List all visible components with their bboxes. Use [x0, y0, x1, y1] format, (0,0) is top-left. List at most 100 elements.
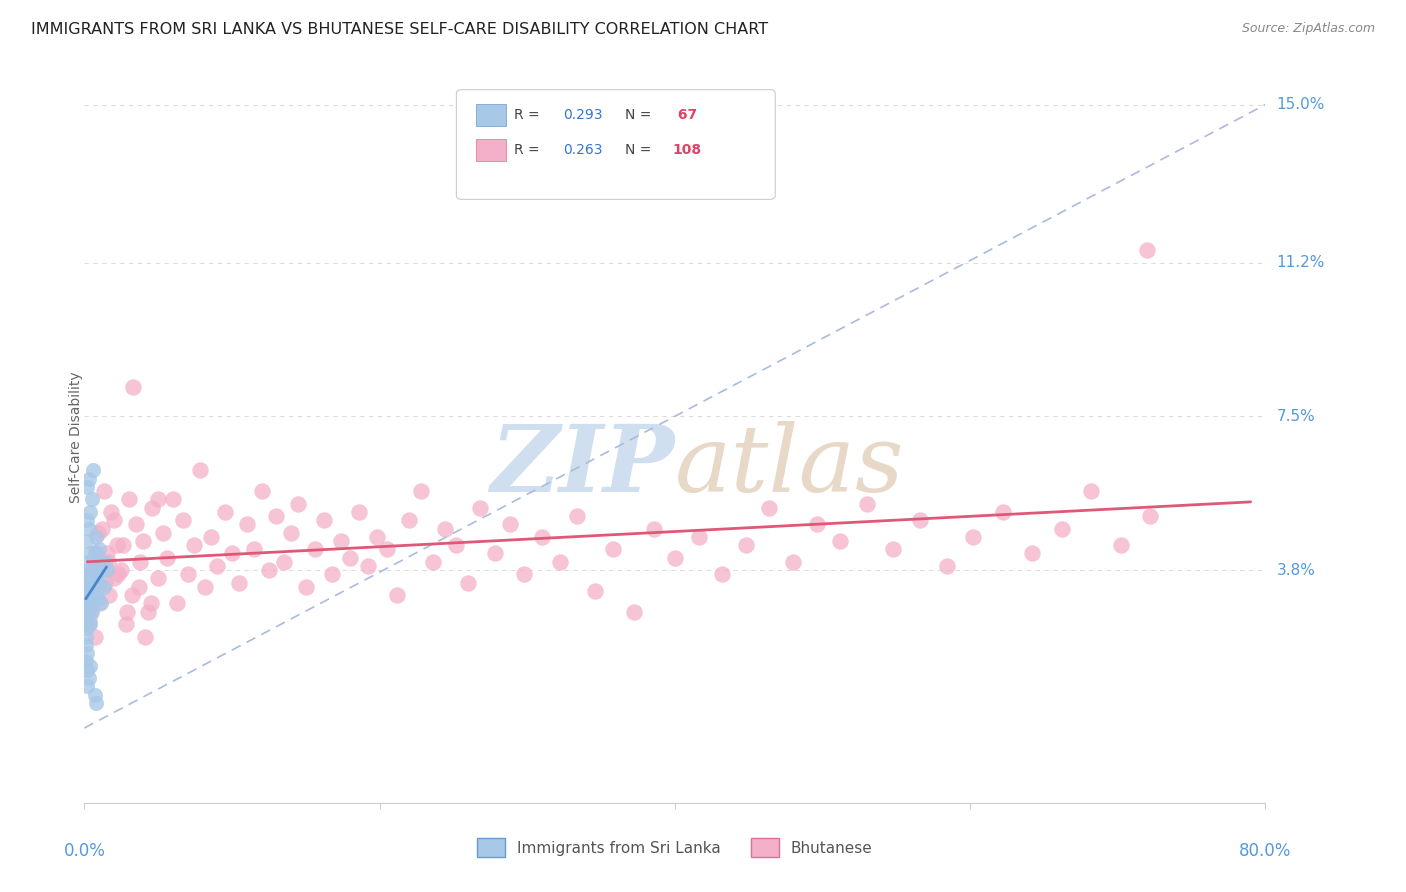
- Point: [90, 596, 112, 610]
- Point: [387, 588, 409, 602]
- Point: [79, 617, 101, 632]
- Point: [76, 580, 98, 594]
- Point: [304, 542, 326, 557]
- Point: [806, 517, 828, 532]
- Point: [321, 567, 343, 582]
- Point: [243, 542, 266, 557]
- Point: [103, 513, 125, 527]
- FancyBboxPatch shape: [457, 90, 775, 200]
- Point: [76, 592, 98, 607]
- Point: [84, 530, 107, 544]
- Point: [83, 688, 105, 702]
- Text: 11.2%: 11.2%: [1277, 255, 1324, 270]
- Point: [76, 513, 98, 527]
- Point: [643, 521, 665, 535]
- Point: [75, 588, 97, 602]
- Point: [110, 563, 132, 577]
- Point: [132, 533, 155, 548]
- Point: [75, 596, 97, 610]
- Point: [688, 530, 710, 544]
- Point: [77, 555, 100, 569]
- Point: [375, 542, 398, 557]
- Point: [94, 555, 117, 569]
- Point: [882, 542, 904, 557]
- Text: 3.8%: 3.8%: [1277, 563, 1316, 577]
- Point: [77, 605, 100, 619]
- Point: [83, 571, 105, 585]
- Point: [295, 580, 318, 594]
- Point: [366, 530, 388, 544]
- Point: [134, 630, 156, 644]
- Point: [856, 497, 879, 511]
- Point: [156, 550, 179, 565]
- Point: [76, 663, 98, 677]
- Point: [77, 613, 100, 627]
- Point: [86, 525, 108, 540]
- Point: [75, 617, 97, 632]
- FancyBboxPatch shape: [477, 138, 506, 161]
- Point: [77, 575, 100, 590]
- Legend: Immigrants from Sri Lanka, Bhutanese: Immigrants from Sri Lanka, Bhutanese: [470, 830, 880, 864]
- Point: [257, 563, 280, 577]
- Point: [433, 521, 456, 535]
- Point: [77, 580, 100, 594]
- Text: R =: R =: [515, 108, 544, 122]
- Point: [347, 505, 370, 519]
- Point: [94, 575, 117, 590]
- Point: [1021, 546, 1043, 560]
- Point: [468, 500, 491, 515]
- Point: [96, 563, 118, 577]
- Point: [139, 596, 162, 610]
- Point: [148, 492, 170, 507]
- Point: [100, 505, 122, 519]
- Point: [75, 630, 97, 644]
- Point: [782, 555, 804, 569]
- Point: [177, 567, 200, 582]
- Point: [711, 567, 734, 582]
- Text: 15.0%: 15.0%: [1277, 97, 1324, 112]
- Text: N =: N =: [626, 108, 657, 122]
- Point: [87, 575, 111, 590]
- Point: [339, 550, 361, 565]
- Point: [84, 546, 107, 560]
- FancyBboxPatch shape: [477, 104, 506, 127]
- Point: [76, 613, 98, 627]
- Point: [330, 533, 353, 548]
- Point: [75, 655, 97, 669]
- Point: [830, 533, 852, 548]
- Point: [93, 484, 115, 499]
- Point: [409, 484, 432, 499]
- Point: [221, 546, 243, 560]
- Point: [96, 546, 118, 560]
- Text: R =: R =: [515, 143, 544, 157]
- Point: [76, 621, 98, 635]
- Point: [136, 605, 159, 619]
- Point: [75, 638, 97, 652]
- Point: [935, 558, 957, 573]
- Point: [228, 575, 250, 590]
- Point: [103, 571, 125, 585]
- Point: [567, 509, 589, 524]
- Point: [82, 580, 104, 594]
- Point: [76, 480, 98, 494]
- Point: [75, 583, 97, 598]
- Point: [77, 617, 100, 632]
- Point: [76, 596, 98, 610]
- Point: [664, 550, 686, 565]
- Point: [97, 555, 120, 569]
- Point: [194, 580, 217, 594]
- Point: [76, 646, 98, 660]
- Text: 7.5%: 7.5%: [1277, 409, 1315, 424]
- Point: [77, 521, 100, 535]
- Point: [84, 583, 107, 598]
- Point: [80, 492, 103, 507]
- Point: [98, 588, 121, 602]
- Point: [84, 696, 107, 710]
- Point: [422, 555, 444, 569]
- Point: [1136, 243, 1159, 257]
- Point: [76, 588, 98, 602]
- Point: [80, 592, 103, 607]
- Point: [148, 571, 170, 585]
- Point: [122, 380, 145, 394]
- Point: [114, 617, 136, 632]
